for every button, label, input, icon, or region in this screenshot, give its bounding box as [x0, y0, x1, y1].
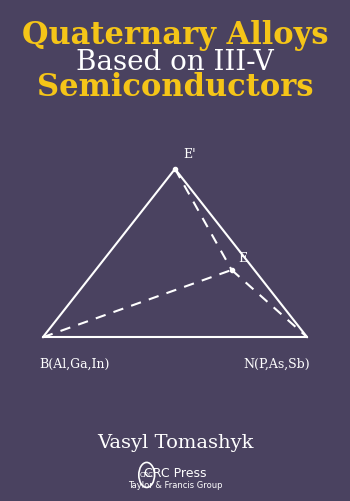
Text: Quaternary Alloys: Quaternary Alloys	[22, 20, 328, 51]
Text: B(Al,Ga,In): B(Al,Ga,In)	[40, 357, 110, 370]
Text: Vasyl Tomashyk: Vasyl Tomashyk	[97, 434, 253, 452]
Text: E': E'	[183, 148, 196, 161]
Text: CRC Press: CRC Press	[144, 467, 206, 480]
Text: CRC: CRC	[140, 472, 154, 478]
Text: Semiconductors: Semiconductors	[37, 72, 313, 103]
Text: Taylor & Francis Group: Taylor & Francis Group	[128, 481, 222, 490]
Text: N(P,As,Sb): N(P,As,Sb)	[244, 357, 310, 370]
Text: E: E	[238, 252, 247, 265]
Text: Based on III-V: Based on III-V	[76, 49, 274, 76]
